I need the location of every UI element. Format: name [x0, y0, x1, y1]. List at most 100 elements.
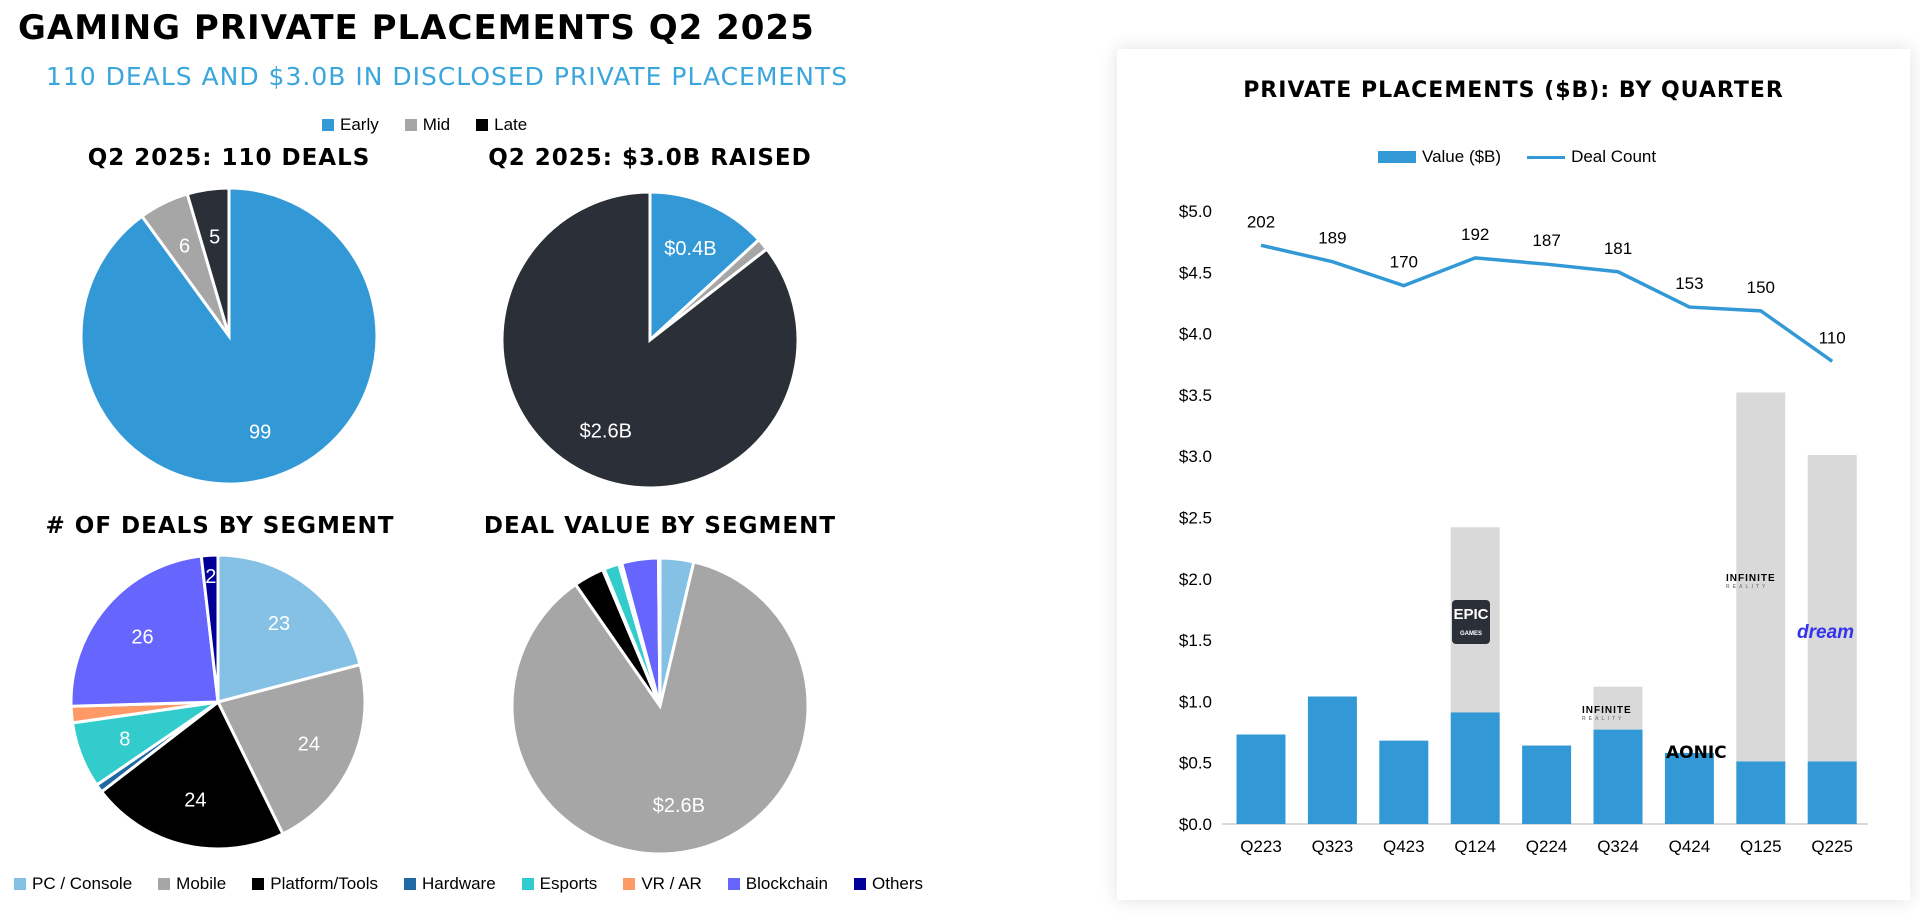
deal-count-line: [1260, 243, 1834, 363]
legend-bar-swatch: [1378, 151, 1416, 163]
legend-label: Deal Count: [1571, 147, 1657, 166]
legend-item: Mobile: [158, 874, 226, 894]
pie-label: 23: [268, 613, 290, 635]
legend-item: Platform/Tools: [252, 874, 378, 894]
pie-label: 6: [179, 236, 190, 258]
legend-label: PC / Console: [32, 874, 133, 893]
infinite-reality-logo-q125: INFINITE REALITY: [1726, 573, 1776, 590]
bar-chart: $0.0 $0.5 $1.0 $1.5 $2.0 $2.5 $3.0 $3.5 $4.0 $4.5…: [1179, 202, 1868, 856]
deal-count-label: 192: [1461, 225, 1489, 244]
legend-label: Value ($B): [1422, 147, 1502, 166]
bar-other-Q225: [1807, 454, 1857, 762]
legend-item: Late: [476, 115, 527, 135]
legend-item: Esports: [521, 874, 598, 894]
pie-slice-mobile: [215, 662, 367, 836]
y-tick-label: $0.0: [1179, 815, 1212, 834]
legend-item: VR / AR: [623, 874, 702, 894]
legend-swatch: [623, 878, 636, 890]
legend-label: VR / AR: [641, 874, 702, 893]
pie-label: 2: [205, 566, 216, 588]
legend-swatch: [476, 119, 489, 131]
y-tick-label: $5.0: [1179, 202, 1212, 221]
bar-value-Q423: [1379, 740, 1429, 824]
deal-count-label: 150: [1747, 278, 1775, 297]
epic-games-logo: EPIC GAMES: [1452, 600, 1490, 644]
bar-value-Q224: [1522, 745, 1572, 824]
pie-slice-pc-console: [216, 553, 363, 704]
pie-deals-by-segment: 23 24 24 8 26 2: [69, 553, 367, 851]
legend-swatch: [854, 878, 866, 890]
page-subtitle: 110 DEALS AND $3.0B IN DISCLOSED PRIVATE…: [46, 62, 849, 91]
legend-value: Value ($B): [1378, 147, 1501, 167]
legend-label: Esports: [539, 874, 598, 893]
bar-chart-title: PRIVATE PLACEMENTS ($B): BY QUARTER: [1243, 78, 1784, 103]
bar-value-Q324: [1593, 729, 1643, 824]
pie-title-segment-value: DEAL VALUE BY SEGMENT: [483, 513, 837, 539]
pie-label: 8: [119, 728, 130, 750]
legend-item: PC / Console: [14, 874, 132, 894]
x-tick-label: Q324: [1597, 837, 1639, 856]
x-tick-label: Q323: [1312, 837, 1354, 856]
legend-count: Deal Count: [1527, 147, 1656, 167]
pie-title-segment-deals: # OF DEALS BY SEGMENT: [45, 513, 395, 539]
pie-label: 5: [209, 226, 220, 248]
bar-value-Q223: [1236, 734, 1286, 824]
y-tick-label: $1.5: [1179, 631, 1212, 650]
deal-count-label: 202: [1247, 212, 1275, 231]
y-tick-label: $1.0: [1179, 692, 1212, 711]
legend-label: Mobile: [176, 874, 227, 893]
bar-chart-legend: Value ($B) Deal Count: [1378, 147, 1682, 167]
deal-count-label: 153: [1675, 274, 1703, 293]
dream-logo: dream: [1797, 622, 1855, 643]
x-tick-label: Q224: [1526, 837, 1568, 856]
x-tick-label: Q125: [1740, 837, 1782, 856]
pie-label: 24: [298, 734, 320, 756]
legend-label: Blockchain: [745, 874, 828, 893]
pie-value-by-segment: $2.6B: [510, 556, 810, 856]
bar-other-Q324: [1593, 686, 1643, 730]
pie-value-by-stage: $0.4B $2.6B: [500, 190, 800, 490]
legend-swatch: [404, 119, 417, 131]
bar-value-Q225: [1807, 761, 1857, 824]
deal-count-label: 181: [1604, 239, 1632, 258]
pie-label: 99: [249, 422, 271, 444]
deal-count-label: 189: [1318, 229, 1346, 248]
pie-title-raised: Q2 2025: $3.0B RAISED: [488, 145, 812, 171]
y-tick-label: $0.5: [1179, 754, 1212, 773]
deal-count-label: 187: [1532, 231, 1560, 250]
y-tick-label: $4.5: [1179, 263, 1212, 282]
legend-item: Mid: [404, 115, 451, 135]
pie-slice-mobile: [510, 560, 810, 856]
legend-item: Hardware: [403, 874, 496, 894]
y-tick-label: $3.5: [1179, 386, 1212, 405]
deal-count-label: 110: [1819, 328, 1846, 347]
aonic-logo: AONIC: [1666, 743, 1727, 763]
x-tick-label: Q423: [1383, 837, 1425, 856]
segment-legend: PC / Console Mobile Platform/Tools Hardware…: [14, 874, 949, 894]
pie-slice-others: [656, 556, 662, 707]
legend-item: Early: [322, 115, 379, 135]
legend-label: Late: [494, 115, 528, 134]
y-tick-label: $2.5: [1179, 509, 1212, 528]
legend-label: Mid: [422, 115, 451, 134]
pie-slice-late: [185, 186, 231, 337]
pie-label: $2.6B: [653, 795, 705, 817]
legend-swatch: [521, 878, 534, 890]
legend-swatch: [14, 878, 26, 890]
legend-swatch: [322, 119, 334, 131]
legend-swatch: [252, 878, 265, 890]
deal-count-label: 170: [1390, 253, 1418, 272]
pie-label: 26: [131, 627, 153, 649]
legend-label: Others: [872, 874, 924, 893]
x-tick-label: Q225: [1811, 837, 1853, 856]
legend-label: Early: [340, 115, 379, 134]
legend-label: Hardware: [421, 874, 496, 893]
pie-label: 24: [184, 789, 206, 811]
pie-title-deals: Q2 2025: 110 DEALS: [87, 145, 371, 171]
pie-slice-platform-tools: [99, 699, 285, 851]
x-tick-label: Q424: [1669, 837, 1711, 856]
pie-slice-early: [648, 190, 762, 344]
pie-slice-blockchain: [69, 554, 220, 708]
pie-slice-late: [500, 190, 800, 490]
